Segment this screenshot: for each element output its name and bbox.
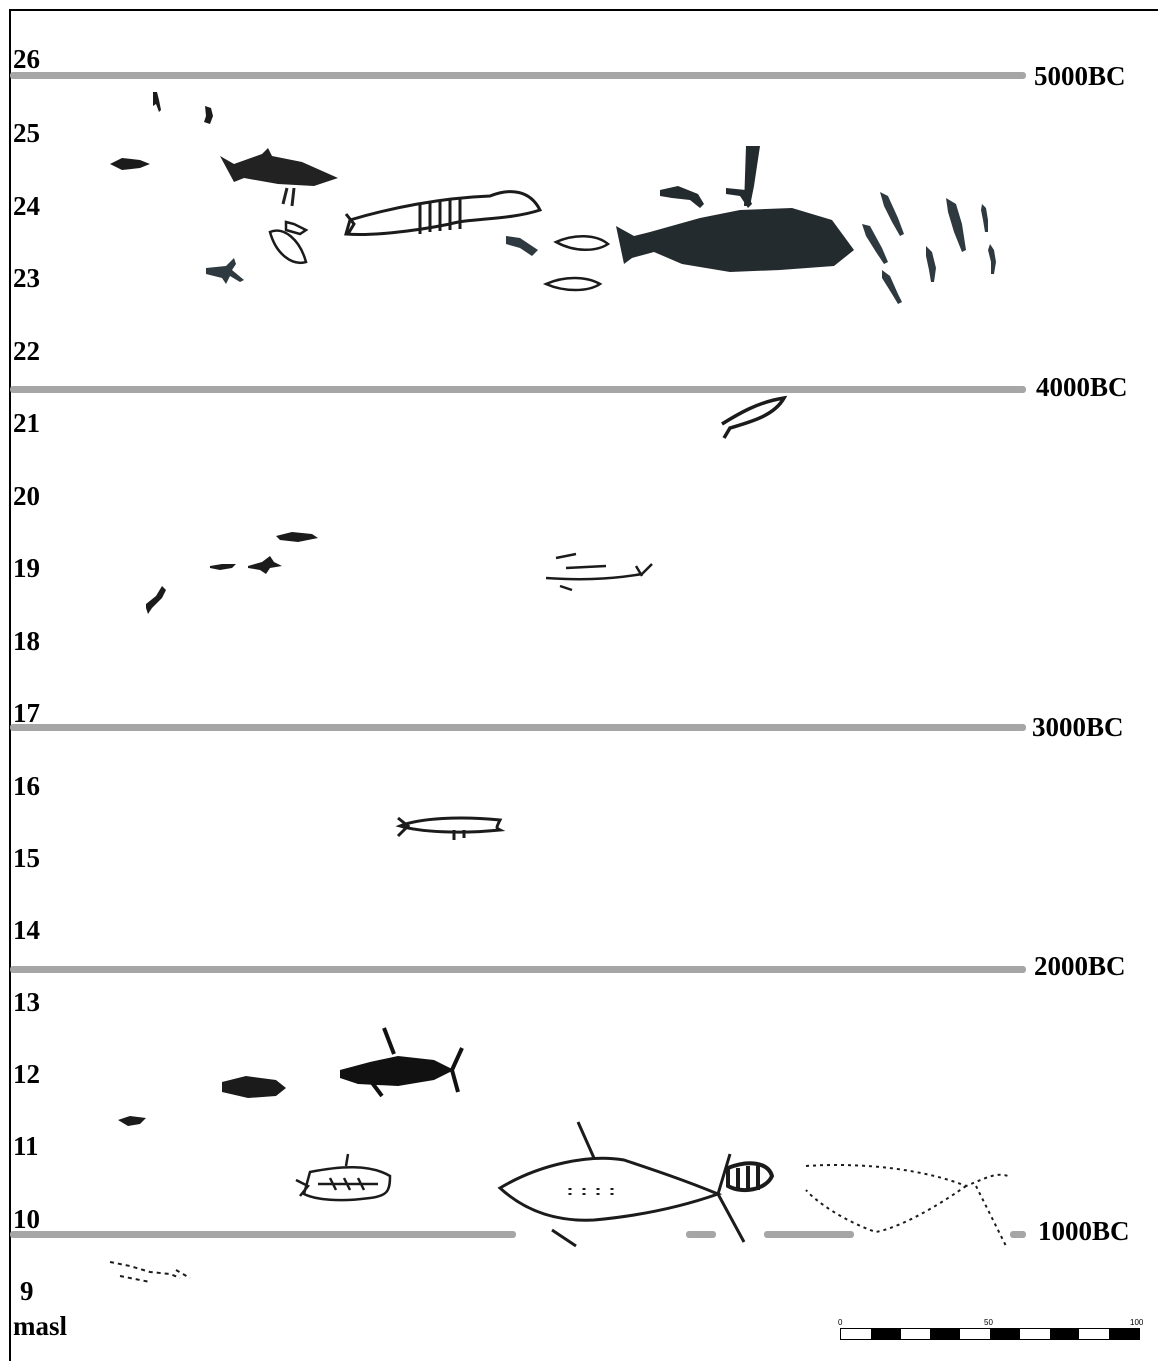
period-label-2000bc: 2000BC	[1034, 951, 1126, 981]
period-line-4000bc	[10, 386, 1026, 393]
period-label-5000bc: 5000BC	[1034, 61, 1126, 91]
masl-tick-12: 12	[13, 1059, 40, 1089]
scale-bar-label-0: 0	[838, 1318, 843, 1327]
scale-bar-label-50: 50	[984, 1318, 993, 1327]
masl-tick-9: 9	[20, 1276, 34, 1306]
fish-outline-small	[268, 220, 309, 265]
masl-unit-label: masl	[13, 1311, 67, 1341]
scale-segment	[870, 1329, 901, 1339]
large-dark-whale	[616, 146, 854, 272]
scale-segment	[989, 1329, 1020, 1339]
masl-tick-19: 19	[13, 553, 40, 583]
masl-tick-16: 16	[13, 771, 40, 801]
scale-bar: 0 50 100	[838, 1318, 1144, 1344]
small-fish-3	[553, 235, 611, 251]
small-fish-4	[542, 276, 603, 292]
scale-segment	[930, 1329, 961, 1339]
scale-segment	[1079, 1329, 1110, 1339]
scale-bar-segments	[840, 1328, 1140, 1340]
dark-fish-small	[118, 1116, 146, 1126]
masl-tick-24: 24	[13, 191, 40, 221]
figure-frame	[9, 9, 1158, 1361]
seal-figure	[206, 258, 244, 284]
whale-dark-left	[220, 148, 338, 207]
period-label-3000bc: 3000BC	[1032, 712, 1124, 742]
period-line-1000bc-seg4	[1010, 1231, 1026, 1238]
period-line-3000bc	[10, 724, 1026, 731]
large-outline-whale	[344, 190, 543, 237]
scale-segment	[1109, 1329, 1139, 1339]
period-line-2000bc	[10, 966, 1026, 973]
masl-tick-15: 15	[13, 843, 40, 873]
small-figure-1	[153, 92, 161, 112]
scale-segment	[1049, 1329, 1080, 1339]
masl-tick-23: 23	[13, 263, 40, 293]
masl-tick-18: 18	[13, 626, 40, 656]
large-fish-outline	[497, 1121, 746, 1248]
dark-whale-large	[340, 1027, 464, 1098]
outline-boat-fish	[295, 1153, 392, 1202]
masl-tick-13: 13	[13, 987, 40, 1017]
small-figure-2	[204, 106, 213, 124]
masl-tick-17: 17	[13, 698, 40, 728]
faint-outline-animal	[545, 552, 653, 592]
masl-tick-26: 26	[13, 44, 40, 74]
masl-tick-22: 22	[13, 336, 40, 366]
dark-fish-medium	[222, 1076, 286, 1098]
faint-dotted-animal	[805, 1163, 1009, 1247]
striped-oval	[726, 1161, 775, 1193]
period-line-1000bc-seg2	[686, 1231, 716, 1238]
scale-segment	[960, 1329, 990, 1339]
masl-tick-11: 11	[13, 1131, 39, 1161]
small-fish-1	[110, 158, 150, 170]
small-swimmers	[146, 532, 318, 614]
faint-small-animal	[109, 1261, 191, 1283]
period-line-1000bc-seg1	[10, 1231, 516, 1238]
scale-segment	[900, 1329, 931, 1339]
small-fish-2	[506, 236, 538, 256]
fish-school	[862, 192, 996, 304]
masl-tick-20: 20	[13, 481, 40, 511]
period-label-1000bc: 1000BC	[1038, 1216, 1130, 1246]
scale-segment	[841, 1329, 871, 1339]
masl-tick-25: 25	[13, 118, 40, 148]
masl-tick-10: 10	[13, 1204, 40, 1234]
fish-outline-middle	[395, 816, 506, 840]
scale-segment	[1019, 1329, 1050, 1339]
period-line-5000bc	[10, 72, 1026, 79]
masl-tick-14: 14	[13, 915, 40, 945]
period-label-4000bc: 4000BC	[1036, 372, 1128, 402]
scale-bar-label-100: 100	[1130, 1318, 1144, 1327]
masl-tick-21: 21	[13, 408, 40, 438]
fish-outline-upper	[721, 395, 788, 439]
period-line-1000bc-seg3	[764, 1231, 854, 1238]
